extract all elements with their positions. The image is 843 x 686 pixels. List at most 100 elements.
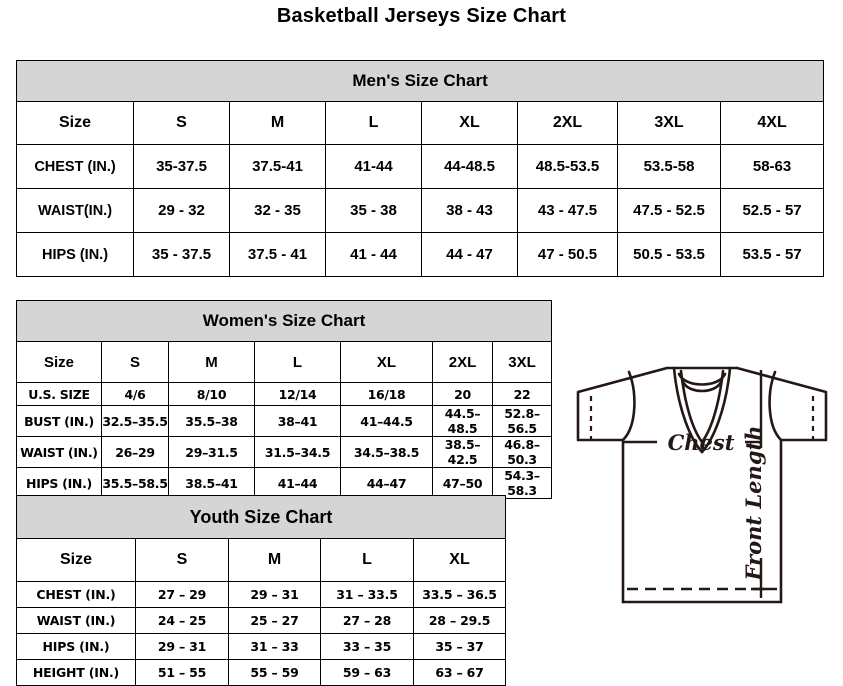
youth-header-size: Size (16, 538, 136, 582)
jersey-measurement-diagram: Chest Front Length (545, 330, 843, 670)
mens-cell: 47 - 50.5 (517, 232, 618, 277)
youth-header-row: Size S M L XL (16, 538, 507, 582)
mens-cell: 41 - 44 (325, 232, 422, 277)
womens-row-label: HIPS (IN.) (16, 467, 102, 499)
mens-header-2xl: 2XL (517, 101, 618, 145)
womens-cell: 31.5–34.5 (254, 436, 341, 468)
youth-cell: 31 – 33.5 (320, 581, 414, 608)
table-row: BUST (IN.) 32.5–35.5 35.5–38 38–41 41–44… (16, 405, 553, 437)
womens-cell: 35.5–58.5 (101, 467, 169, 499)
womens-header-l: L (254, 341, 341, 383)
womens-cell: 41–44 (254, 467, 341, 499)
youth-cell: 27 – 28 (320, 607, 414, 634)
womens-cell: 32.5–35.5 (101, 405, 169, 437)
womens-cell: 44–47 (340, 467, 433, 499)
mens-header-m: M (229, 101, 326, 145)
womens-cell: 47–50 (432, 467, 493, 499)
mens-cell: 53.5-58 (617, 144, 721, 189)
mens-cell: 35 - 37.5 (133, 232, 230, 277)
womens-chart-title-row: Women's Size Chart (15, 300, 553, 342)
youth-cell: 55 – 59 (228, 659, 321, 686)
mens-header-row: Size S M L XL 2XL 3XL 4XL (16, 101, 825, 145)
left-armscye (621, 370, 636, 442)
womens-header-m: M (168, 341, 255, 383)
youth-header-s: S (135, 538, 229, 582)
youth-cell: 29 – 31 (228, 581, 321, 608)
womens-cell: 8/10 (168, 382, 255, 406)
womens-cell: 4/6 (101, 382, 169, 406)
youth-header-l: L (320, 538, 414, 582)
vneck-outer-left (672, 366, 704, 454)
womens-cell: 54.3–58.3 (491, 467, 553, 499)
womens-row-label: WAIST (IN.) (16, 436, 102, 468)
mens-cell: 41-44 (325, 144, 422, 189)
womens-cell: 22 (491, 382, 553, 406)
mens-cell: 29 - 32 (133, 188, 230, 233)
mens-cell: 52.5 - 57 (719, 188, 825, 233)
youth-cell: 59 – 63 (320, 659, 414, 686)
womens-header-size: Size (16, 341, 102, 383)
mens-cell: 50.5 - 53.5 (617, 232, 721, 277)
table-row: WAIST(IN.) 29 - 32 32 - 35 35 - 38 38 - … (16, 188, 825, 233)
table-row: HIPS (IN.) 29 – 31 31 – 33 33 – 35 35 – … (16, 633, 507, 660)
youth-row-label: HIPS (IN.) (16, 633, 136, 660)
womens-row-label: U.S. SIZE (16, 382, 102, 406)
mens-cell: 44-48.5 (421, 144, 518, 189)
mens-chart-title: Men's Size Chart (15, 60, 825, 102)
mens-cell: 32 - 35 (229, 188, 326, 233)
youth-row-label: HEIGHT (IN.) (16, 659, 136, 686)
mens-row-label: CHEST (IN.) (16, 144, 134, 189)
womens-header-s: S (101, 341, 169, 383)
vneck-outer-right (700, 366, 732, 454)
table-row: HIPS (IN.) 35.5–58.5 38.5–41 41–44 44–47… (16, 467, 553, 499)
mens-cell: 47.5 - 52.5 (617, 188, 721, 233)
mens-chart-title-row: Men's Size Chart (15, 60, 825, 102)
youth-row-label: CHEST (IN.) (16, 581, 136, 608)
womens-cell: 41–44.5 (340, 405, 433, 437)
mens-cell: 48.5-53.5 (517, 144, 618, 189)
youth-chart-title-row: Youth Size Chart (15, 495, 507, 539)
mens-cell: 44 - 47 (421, 232, 518, 277)
youth-cell: 25 – 27 (228, 607, 321, 634)
youth-cell: 27 – 29 (135, 581, 229, 608)
youth-row-label: WAIST (IN.) (16, 607, 136, 634)
mens-size-chart-table: Men's Size Chart Size S M L XL 2XL 3XL 4… (15, 60, 825, 277)
table-row: WAIST (IN.) 24 – 25 25 – 27 27 – 28 28 –… (16, 607, 507, 634)
womens-chart-title: Women's Size Chart (15, 300, 553, 342)
womens-cell: 52.8–56.5 (491, 405, 553, 437)
table-row: CHEST (IN.) 35-37.5 37.5-41 41-44 44-48.… (16, 144, 825, 189)
mens-row-label: WAIST(IN.) (16, 188, 134, 233)
collar-arc-outer (677, 372, 727, 386)
right-sleeve-outline (735, 366, 828, 442)
womens-cell: 44.5–48.5 (432, 405, 493, 437)
table-row: WAIST (IN.) 26–29 29–31.5 31.5–34.5 34.5… (16, 436, 553, 468)
womens-cell: 38.5–42.5 (432, 436, 493, 468)
mens-header-size: Size (16, 101, 134, 145)
youth-cell: 29 – 31 (135, 633, 229, 660)
youth-header-xl: XL (412, 538, 507, 582)
right-armscye (768, 370, 783, 442)
womens-cell: 16/18 (340, 382, 433, 406)
womens-cell: 35.5–38 (168, 405, 255, 437)
chest-label: Chest (668, 430, 735, 455)
front-length-label: Front Length (741, 426, 766, 582)
youth-size-chart-table: Youth Size Chart Size S M L XL CHEST (IN… (15, 495, 507, 686)
mens-cell: 37.5-41 (229, 144, 326, 189)
jersey-svg: Chest Front Length (576, 366, 828, 604)
mens-header-xl: XL (421, 101, 518, 145)
mens-header-l: L (325, 101, 422, 145)
vneck-inner-right (700, 369, 725, 444)
womens-header-row: Size S M L XL 2XL 3XL (16, 341, 553, 383)
table-row: CHEST (IN.) 27 – 29 29 – 31 31 – 33.5 33… (16, 581, 507, 608)
womens-cell: 38–41 (254, 405, 341, 437)
vneck-inner-left (679, 369, 704, 444)
womens-cell: 20 (432, 382, 493, 406)
mens-cell: 35 - 38 (325, 188, 422, 233)
youth-chart-title: Youth Size Chart (15, 495, 507, 539)
table-row: HIPS (IN.) 35 - 37.5 37.5 - 41 41 - 44 4… (16, 232, 825, 277)
youth-cell: 35 – 37 (412, 633, 507, 660)
youth-cell: 24 – 25 (135, 607, 229, 634)
mens-cell: 38 - 43 (421, 188, 518, 233)
womens-cell: 38.5–41 (168, 467, 255, 499)
left-sleeve-outline (576, 366, 669, 442)
